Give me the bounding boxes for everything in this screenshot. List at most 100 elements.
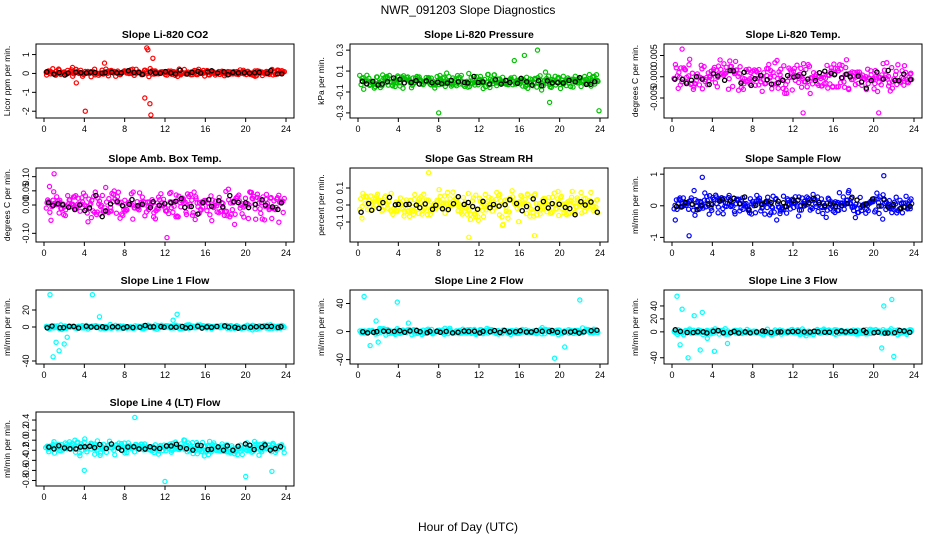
reference-point bbox=[555, 79, 561, 86]
reference-point bbox=[465, 199, 472, 206]
reference-point bbox=[208, 446, 215, 452]
data-point bbox=[805, 78, 811, 85]
reference-point bbox=[427, 328, 433, 335]
reference-point bbox=[698, 202, 704, 209]
reference-point bbox=[385, 328, 392, 334]
reference-point bbox=[556, 201, 562, 207]
data-point bbox=[409, 208, 416, 215]
reference-point bbox=[778, 329, 784, 335]
data-point bbox=[672, 61, 679, 68]
x-tick-label: 0 bbox=[669, 124, 674, 134]
reference-point bbox=[130, 324, 136, 331]
reference-point bbox=[142, 446, 148, 452]
x-tick-label: 12 bbox=[160, 248, 170, 258]
data-point bbox=[765, 194, 771, 200]
panel-4: Slope Amb. Box Temp. degrees C per min. 0 4… bbox=[2, 153, 295, 258]
reference-point bbox=[73, 446, 79, 452]
data-point bbox=[837, 79, 844, 86]
reference-point bbox=[885, 204, 891, 210]
reference-point bbox=[480, 198, 486, 205]
reference-point bbox=[503, 77, 509, 84]
data-point bbox=[557, 85, 564, 92]
data-point bbox=[880, 216, 886, 222]
y-tick-label: -40 bbox=[335, 353, 345, 366]
reference-point bbox=[896, 77, 902, 84]
reference-point bbox=[360, 328, 366, 335]
data-point bbox=[593, 71, 600, 78]
data-point bbox=[594, 196, 601, 203]
y-axis-label: ml/min per min. bbox=[2, 298, 12, 356]
reference-point bbox=[480, 328, 486, 335]
reference-point bbox=[502, 201, 508, 208]
reference-point bbox=[747, 330, 753, 336]
data-point bbox=[70, 442, 76, 448]
x-tick-label: 4 bbox=[82, 248, 87, 258]
reference-point bbox=[277, 443, 284, 450]
outlier-point bbox=[531, 232, 538, 239]
outlier-point bbox=[101, 60, 108, 66]
reference-point bbox=[487, 204, 493, 211]
reference-point bbox=[806, 199, 812, 206]
reference-point bbox=[578, 198, 584, 205]
reference-point bbox=[279, 71, 285, 77]
y-tick-label: -40 bbox=[649, 351, 659, 364]
data-point bbox=[555, 196, 561, 202]
data-point bbox=[774, 217, 780, 223]
outlier-point bbox=[132, 414, 138, 421]
reference-point bbox=[672, 327, 679, 333]
y-tick-label: -1 bbox=[21, 88, 31, 96]
reference-point bbox=[278, 323, 284, 330]
data-point bbox=[780, 193, 787, 199]
reference-point bbox=[275, 324, 281, 331]
data-points bbox=[357, 47, 602, 116]
panel-title: Slope Amb. Box Temp. bbox=[108, 153, 221, 165]
reference-point bbox=[455, 329, 461, 336]
reference-point bbox=[390, 75, 397, 81]
reference-point bbox=[906, 329, 913, 336]
data-point bbox=[442, 210, 448, 216]
reference-point bbox=[77, 202, 83, 208]
reference-point bbox=[72, 206, 78, 213]
reference-point bbox=[764, 77, 770, 83]
x-tick-label: 24 bbox=[595, 370, 605, 380]
reference-point bbox=[677, 328, 684, 335]
data-point bbox=[726, 75, 732, 82]
x-tick-label: 4 bbox=[82, 370, 87, 380]
data-point bbox=[152, 216, 159, 222]
reference-point bbox=[450, 200, 457, 207]
data-point bbox=[239, 451, 245, 458]
data-point bbox=[458, 72, 464, 79]
reference-point bbox=[709, 201, 715, 208]
reference-point bbox=[231, 199, 237, 205]
data-point bbox=[281, 195, 287, 202]
data-point bbox=[437, 193, 443, 200]
data-point bbox=[798, 207, 805, 213]
outlier-point bbox=[174, 311, 180, 317]
x-tick-label: 12 bbox=[474, 248, 484, 258]
reference-point bbox=[126, 201, 132, 208]
data-point bbox=[131, 449, 138, 455]
y-tick-label: 0.0 bbox=[335, 199, 345, 212]
y-tick-label: 0.00 bbox=[21, 196, 31, 214]
data-point bbox=[843, 57, 850, 63]
reference-point bbox=[131, 444, 137, 450]
x-tick-label: 4 bbox=[82, 492, 87, 502]
data-point bbox=[873, 196, 879, 202]
data-point bbox=[582, 208, 588, 215]
reference-point bbox=[97, 441, 103, 448]
x-tick-label: 16 bbox=[200, 124, 210, 134]
data-point bbox=[82, 436, 88, 442]
reference-point bbox=[365, 200, 372, 207]
data-point bbox=[692, 212, 698, 218]
outlier-point bbox=[73, 80, 80, 86]
reference-point bbox=[567, 205, 573, 212]
data-point bbox=[441, 193, 448, 199]
reference-point bbox=[492, 76, 499, 83]
data-point bbox=[768, 210, 774, 216]
reference-point bbox=[874, 69, 880, 75]
reference-point bbox=[560, 80, 566, 86]
reference-point bbox=[443, 328, 449, 335]
reference-point bbox=[173, 324, 179, 330]
data-point bbox=[361, 86, 367, 92]
y-axis-label: percent per min. bbox=[316, 174, 326, 235]
